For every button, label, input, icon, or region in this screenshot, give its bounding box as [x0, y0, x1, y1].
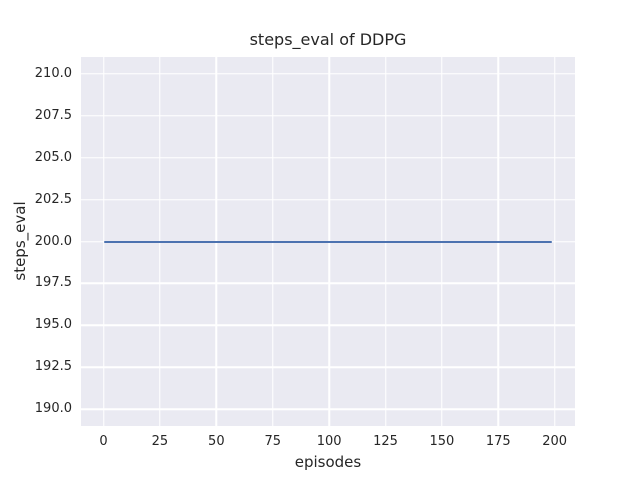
x-tick-label: 50	[208, 434, 225, 449]
x-tick-label: 200	[542, 434, 568, 449]
x-tick-label: 100	[316, 434, 342, 449]
x-tick-label: 150	[429, 434, 455, 449]
x-tick-label: 125	[373, 434, 398, 449]
y-tick-label: 202.5	[34, 191, 72, 207]
x-tick-label: 175	[485, 434, 511, 449]
plot-area	[81, 57, 575, 426]
y-tick-label: 210.0	[34, 65, 72, 81]
chart-title: steps_eval of DDPG	[249, 30, 407, 49]
y-tick-label: 207.5	[34, 107, 72, 123]
x-tick-label: 0	[99, 434, 108, 449]
y-tick-label: 195.0	[34, 317, 72, 333]
y-tick-label: 200.0	[34, 233, 72, 249]
y-gridline	[81, 73, 575, 75]
x-axis-label: episodes	[294, 453, 362, 471]
y-tick-label: 197.5	[34, 275, 72, 291]
y-gridline	[81, 324, 575, 327]
y-tick-label: 190.0	[34, 401, 72, 417]
x-tick-label: 25	[151, 434, 169, 449]
series-line-steps_eval	[103, 240, 553, 243]
y-gridline	[81, 198, 575, 201]
y-gridline	[81, 408, 575, 410]
y-gridline	[81, 156, 575, 159]
y-gridline	[81, 114, 575, 117]
y-gridline	[81, 366, 575, 369]
y-gridline	[81, 282, 575, 285]
x-tick-label: 75	[264, 434, 281, 449]
y-tick-label: 192.5	[34, 359, 72, 375]
y-tick-label: 205.0	[34, 149, 72, 165]
